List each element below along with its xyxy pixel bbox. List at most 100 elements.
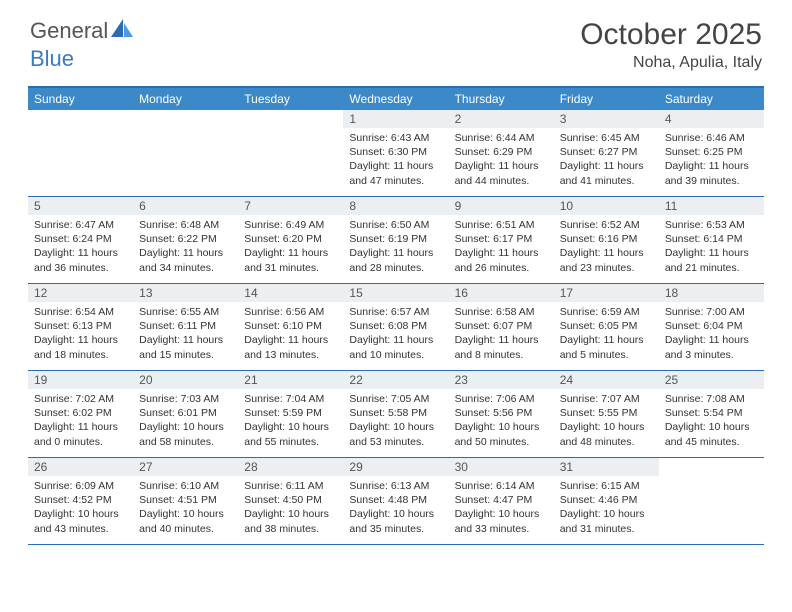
calendar-cell: 1Sunrise: 6:43 AMSunset: 6:30 PMDaylight… <box>343 110 448 196</box>
cell-body <box>28 128 133 137</box>
cell-line: Daylight: 11 hours <box>560 159 653 173</box>
brand-part2-wrap: Blue <box>30 46 74 72</box>
cell-line: and 39 minutes. <box>665 174 758 188</box>
date-number: 31 <box>554 458 659 476</box>
date-number: 11 <box>659 197 764 215</box>
calendar-cell: 12Sunrise: 6:54 AMSunset: 6:13 PMDayligh… <box>28 284 133 370</box>
cell-line: Daylight: 10 hours <box>139 507 232 521</box>
cell-line: and 13 minutes. <box>244 348 337 362</box>
cell-line: Daylight: 11 hours <box>139 333 232 347</box>
date-number <box>659 458 764 476</box>
cell-line: Sunset: 6:20 PM <box>244 232 337 246</box>
date-number: 30 <box>449 458 554 476</box>
date-number <box>28 110 133 128</box>
cell-line: Sunrise: 6:13 AM <box>349 479 442 493</box>
brand-logo: General <box>30 18 135 44</box>
cell-line: Sunset: 6:29 PM <box>455 145 548 159</box>
date-number: 6 <box>133 197 238 215</box>
cell-line: Sunset: 6:11 PM <box>139 319 232 333</box>
calendar-cell: 25Sunrise: 7:08 AMSunset: 5:54 PMDayligh… <box>659 371 764 457</box>
cell-line: Daylight: 10 hours <box>139 420 232 434</box>
date-number: 12 <box>28 284 133 302</box>
brand-part1: General <box>30 18 108 44</box>
cell-line: Sunset: 5:55 PM <box>560 406 653 420</box>
weekday-label: Monday <box>133 88 238 110</box>
cell-line: Sunset: 6:24 PM <box>34 232 127 246</box>
sail-icon <box>111 19 133 44</box>
cell-body: Sunrise: 6:59 AMSunset: 6:05 PMDaylight:… <box>554 302 659 368</box>
weekday-header: SundayMondayTuesdayWednesdayThursdayFrid… <box>28 88 764 110</box>
date-number: 19 <box>28 371 133 389</box>
calendar-cell: 24Sunrise: 7:07 AMSunset: 5:55 PMDayligh… <box>554 371 659 457</box>
date-number: 16 <box>449 284 554 302</box>
cell-body: Sunrise: 6:56 AMSunset: 6:10 PMDaylight:… <box>238 302 343 368</box>
cell-line: and 43 minutes. <box>34 522 127 536</box>
cell-line: Sunset: 5:54 PM <box>665 406 758 420</box>
cell-line: Sunrise: 7:07 AM <box>560 392 653 406</box>
weekday-label: Tuesday <box>238 88 343 110</box>
cell-line: Sunrise: 7:04 AM <box>244 392 337 406</box>
calendar-cell: 2Sunrise: 6:44 AMSunset: 6:29 PMDaylight… <box>449 110 554 196</box>
calendar-week: 26Sunrise: 6:09 AMSunset: 4:52 PMDayligh… <box>28 458 764 545</box>
weekday-label: Wednesday <box>343 88 448 110</box>
cell-body: Sunrise: 6:43 AMSunset: 6:30 PMDaylight:… <box>343 128 448 194</box>
location-label: Noha, Apulia, Italy <box>580 54 762 72</box>
cell-body: Sunrise: 6:09 AMSunset: 4:52 PMDaylight:… <box>28 476 133 542</box>
cell-line: Sunrise: 6:53 AM <box>665 218 758 232</box>
cell-line: Daylight: 11 hours <box>455 159 548 173</box>
cell-line: and 10 minutes. <box>349 348 442 362</box>
cell-line: Daylight: 11 hours <box>244 246 337 260</box>
brand-part2: Blue <box>30 46 74 71</box>
date-number: 17 <box>554 284 659 302</box>
cell-line: and 23 minutes. <box>560 261 653 275</box>
cell-line: and 58 minutes. <box>139 435 232 449</box>
calendar-cell: 19Sunrise: 7:02 AMSunset: 6:02 PMDayligh… <box>28 371 133 457</box>
cell-line: Sunrise: 7:05 AM <box>349 392 442 406</box>
cell-line: Sunset: 5:58 PM <box>349 406 442 420</box>
calendar-cell: 5Sunrise: 6:47 AMSunset: 6:24 PMDaylight… <box>28 197 133 283</box>
cell-body: Sunrise: 7:08 AMSunset: 5:54 PMDaylight:… <box>659 389 764 455</box>
cell-line: Sunset: 6:04 PM <box>665 319 758 333</box>
cell-line: Sunrise: 6:49 AM <box>244 218 337 232</box>
cell-body: Sunrise: 6:47 AMSunset: 6:24 PMDaylight:… <box>28 215 133 281</box>
date-number: 3 <box>554 110 659 128</box>
cell-line: Sunrise: 7:00 AM <box>665 305 758 319</box>
cell-line: and 50 minutes. <box>455 435 548 449</box>
calendar-cell: 29Sunrise: 6:13 AMSunset: 4:48 PMDayligh… <box>343 458 448 544</box>
cell-line: Sunset: 4:51 PM <box>139 493 232 507</box>
cell-body: Sunrise: 6:58 AMSunset: 6:07 PMDaylight:… <box>449 302 554 368</box>
calendar-cell: 26Sunrise: 6:09 AMSunset: 4:52 PMDayligh… <box>28 458 133 544</box>
cell-line: Daylight: 11 hours <box>349 159 442 173</box>
cell-line: and 34 minutes. <box>139 261 232 275</box>
cell-line: Sunset: 6:30 PM <box>349 145 442 159</box>
cell-body: Sunrise: 6:48 AMSunset: 6:22 PMDaylight:… <box>133 215 238 281</box>
calendar-cell: 31Sunrise: 6:15 AMSunset: 4:46 PMDayligh… <box>554 458 659 544</box>
calendar-cell: 13Sunrise: 6:55 AMSunset: 6:11 PMDayligh… <box>133 284 238 370</box>
cell-line: and 31 minutes. <box>560 522 653 536</box>
cell-line: Sunrise: 6:09 AM <box>34 479 127 493</box>
title-block: October 2025 Noha, Apulia, Italy <box>580 18 762 72</box>
cell-line: and 15 minutes. <box>139 348 232 362</box>
cell-line: Daylight: 10 hours <box>349 507 442 521</box>
cell-line: Daylight: 11 hours <box>455 246 548 260</box>
cell-line: Daylight: 10 hours <box>665 420 758 434</box>
cell-line: Daylight: 10 hours <box>560 420 653 434</box>
date-number: 1 <box>343 110 448 128</box>
cell-body: Sunrise: 6:14 AMSunset: 4:47 PMDaylight:… <box>449 476 554 542</box>
calendar: SundayMondayTuesdayWednesdayThursdayFrid… <box>28 86 764 545</box>
calendar-cell <box>133 110 238 196</box>
cell-line: Sunset: 6:19 PM <box>349 232 442 246</box>
cell-line: and 44 minutes. <box>455 174 548 188</box>
cell-line: and 8 minutes. <box>455 348 548 362</box>
calendar-cell: 3Sunrise: 6:45 AMSunset: 6:27 PMDaylight… <box>554 110 659 196</box>
calendar-cell <box>28 110 133 196</box>
cell-line: Daylight: 10 hours <box>455 420 548 434</box>
cell-line: Sunset: 6:02 PM <box>34 406 127 420</box>
calendar-cell: 6Sunrise: 6:48 AMSunset: 6:22 PMDaylight… <box>133 197 238 283</box>
cell-line: Sunrise: 6:46 AM <box>665 131 758 145</box>
calendar-cell: 10Sunrise: 6:52 AMSunset: 6:16 PMDayligh… <box>554 197 659 283</box>
cell-line: Daylight: 10 hours <box>349 420 442 434</box>
cell-line: Sunset: 4:47 PM <box>455 493 548 507</box>
calendar-cell <box>238 110 343 196</box>
date-number: 14 <box>238 284 343 302</box>
